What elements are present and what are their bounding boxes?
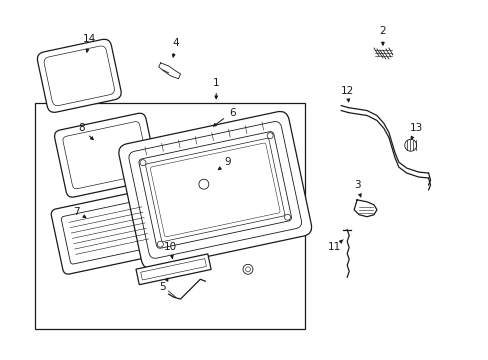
FancyBboxPatch shape: [44, 46, 114, 105]
Text: 14: 14: [82, 34, 96, 52]
Text: 10: 10: [163, 243, 177, 258]
Text: 4: 4: [172, 38, 179, 57]
FancyBboxPatch shape: [119, 112, 311, 269]
Text: 13: 13: [409, 123, 423, 139]
FancyBboxPatch shape: [150, 143, 280, 237]
FancyBboxPatch shape: [136, 254, 211, 285]
FancyBboxPatch shape: [141, 258, 206, 280]
Text: 9: 9: [218, 157, 231, 170]
FancyBboxPatch shape: [129, 122, 301, 258]
FancyBboxPatch shape: [51, 189, 166, 274]
Text: 1: 1: [212, 78, 219, 99]
Text: 3: 3: [353, 180, 361, 197]
FancyBboxPatch shape: [145, 138, 284, 242]
FancyBboxPatch shape: [37, 39, 121, 112]
FancyBboxPatch shape: [55, 113, 157, 197]
Text: 8: 8: [78, 123, 93, 140]
FancyBboxPatch shape: [63, 122, 149, 189]
Text: 11: 11: [327, 240, 343, 252]
Text: 2: 2: [379, 26, 386, 45]
Text: 6: 6: [213, 108, 235, 126]
Text: 12: 12: [340, 86, 353, 102]
Text: 7: 7: [73, 207, 86, 218]
FancyBboxPatch shape: [139, 132, 291, 248]
FancyBboxPatch shape: [61, 199, 157, 264]
Text: 5: 5: [159, 278, 168, 292]
